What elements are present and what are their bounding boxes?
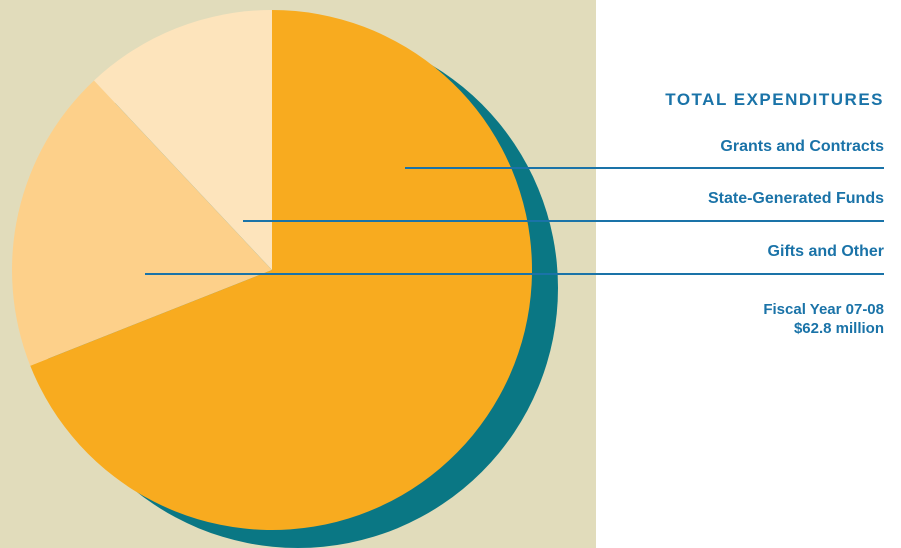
legend-label-gifts: Gifts and Other <box>767 243 884 260</box>
pie-chart <box>11 10 558 548</box>
chart-panel <box>0 0 596 548</box>
footnote: Fiscal Year 07-08 $62.8 million <box>763 300 884 338</box>
legend-label-state: State-Generated Funds <box>707 190 884 207</box>
footnote-total: $62.8 million <box>793 320 884 337</box>
legend-label-grants: Grants and Contracts <box>720 138 884 155</box>
pie-slice-2 <box>94 10 272 270</box>
chart-title: TOTAL EXPENDITURES <box>665 90 884 109</box>
pie-slice-0 <box>30 10 532 530</box>
footnote-fiscal-year: Fiscal Year 07-08 <box>763 301 884 318</box>
pie-slice-1 <box>11 80 272 366</box>
